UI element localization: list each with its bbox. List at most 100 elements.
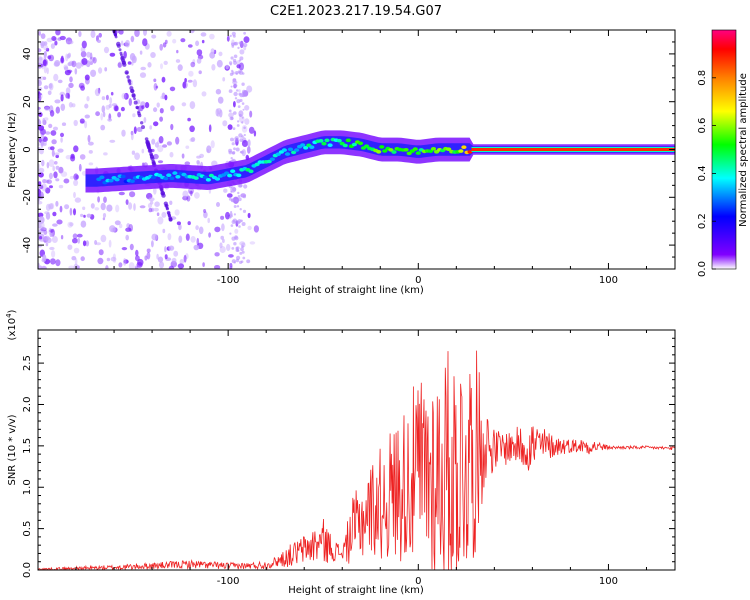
noise-speckle [103,46,110,54]
noise-speckle [234,228,239,234]
noise-speckle [153,107,158,113]
noise-speckle [139,50,143,55]
noise-speckle [243,31,247,35]
ridge-blob [114,177,120,182]
noise-speckle [161,211,167,218]
noise-speckle [49,232,53,237]
spectrogram-panel: -100 0 100 -40 -20 0 20 40 Height of straight … [7,29,676,296]
noise-speckle [46,162,50,169]
noise-speckle [242,256,246,260]
noise-speckle [94,88,101,97]
noise-speckle [214,265,221,269]
noise-speckle [80,256,85,262]
streak-dot [165,206,169,210]
noise-speckle [233,54,238,59]
noise-speckle [130,35,135,43]
ridge-blob [120,174,126,179]
noise-speckle [246,259,251,264]
x-tick-label: 100 [599,576,618,587]
noise-speckle [121,129,126,137]
noise-speckle [123,258,127,266]
noise-speckle [237,195,241,198]
ridge-blob [406,151,412,156]
noise-speckle [243,184,248,189]
noise-speckle [78,31,82,37]
noise-speckle [235,198,238,202]
noise-speckle [58,166,64,174]
noise-speckle [247,139,251,147]
noise-speckle [117,62,122,68]
ridge-blob [275,152,281,156]
noise-speckle [98,67,103,74]
noise-speckle [247,212,251,219]
noise-speckle [52,223,58,227]
ridge-blob [151,175,157,180]
noise-speckle [61,122,67,126]
noise-speckle [43,51,48,57]
noise-speckle [253,225,259,233]
noise-speckle [68,82,74,89]
noise-speckle [125,199,129,206]
noise-speckle [162,42,167,48]
noise-speckle [159,108,164,114]
snr-plot-area [38,330,675,570]
noise-speckle [222,238,225,243]
noise-speckle [229,266,233,269]
noise-speckle [233,60,238,65]
noise-speckle [175,59,181,63]
noise-speckle [246,85,253,93]
noise-speckle [49,229,54,233]
noise-speckle [229,34,232,38]
noise-speckle [182,81,188,89]
noise-speckle [233,147,236,151]
noise-speckle [148,208,153,213]
noise-speckle [169,200,173,205]
noise-speckle [38,76,45,81]
colorbar-label: Normalized spectral amplitude [738,73,749,227]
noise-speckle [71,60,77,68]
noise-speckle [54,99,61,104]
noise-speckle [249,110,253,118]
noise-speckle [238,113,242,117]
noise-speckle [151,240,154,248]
noise-speckle [237,105,241,108]
snr-scale-label: (x104) [5,309,18,340]
noise-speckle [42,76,47,81]
noise-speckle [53,171,58,179]
streak-dot [126,75,130,79]
noise-speckle [76,233,83,238]
noise-speckle [119,223,123,229]
noise-speckle [198,226,204,235]
spectrogram-y-label: Frequency (Hz) [7,112,18,188]
noise-speckle [102,217,106,221]
noise-speckle [253,130,257,137]
noise-speckle [206,145,212,154]
noise-speckle [43,45,49,51]
noise-speckle [49,246,55,251]
noise-speckle [118,191,125,196]
ridge-blob [342,143,348,148]
noise-speckle [43,41,48,46]
noise-speckle [63,66,69,71]
noise-speckle [38,125,45,131]
streak-dot [130,89,135,94]
noise-speckle [233,242,237,246]
noise-speckle [239,56,244,61]
noise-speckle [241,72,245,75]
noise-speckle [53,61,60,67]
noise-speckle [238,41,242,45]
noise-speckle [184,78,187,83]
noise-speckle [131,150,136,155]
noise-speckle [134,265,138,269]
noise-speckle [38,57,43,64]
noise-speckle [38,200,43,205]
noise-speckle [239,138,244,143]
noise-speckle [170,123,174,131]
noise-speckle [38,48,42,53]
noise-speckle [155,85,159,89]
noise-speckle [50,146,55,151]
snr-frame [37,329,676,571]
noise-speckle [196,58,202,64]
noise-speckle [239,93,244,98]
ridge-blob [415,151,421,155]
